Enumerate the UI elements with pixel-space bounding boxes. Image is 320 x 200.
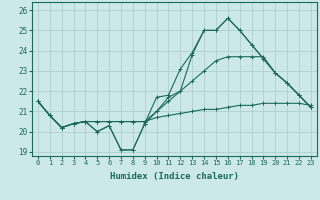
X-axis label: Humidex (Indice chaleur): Humidex (Indice chaleur) — [110, 172, 239, 181]
